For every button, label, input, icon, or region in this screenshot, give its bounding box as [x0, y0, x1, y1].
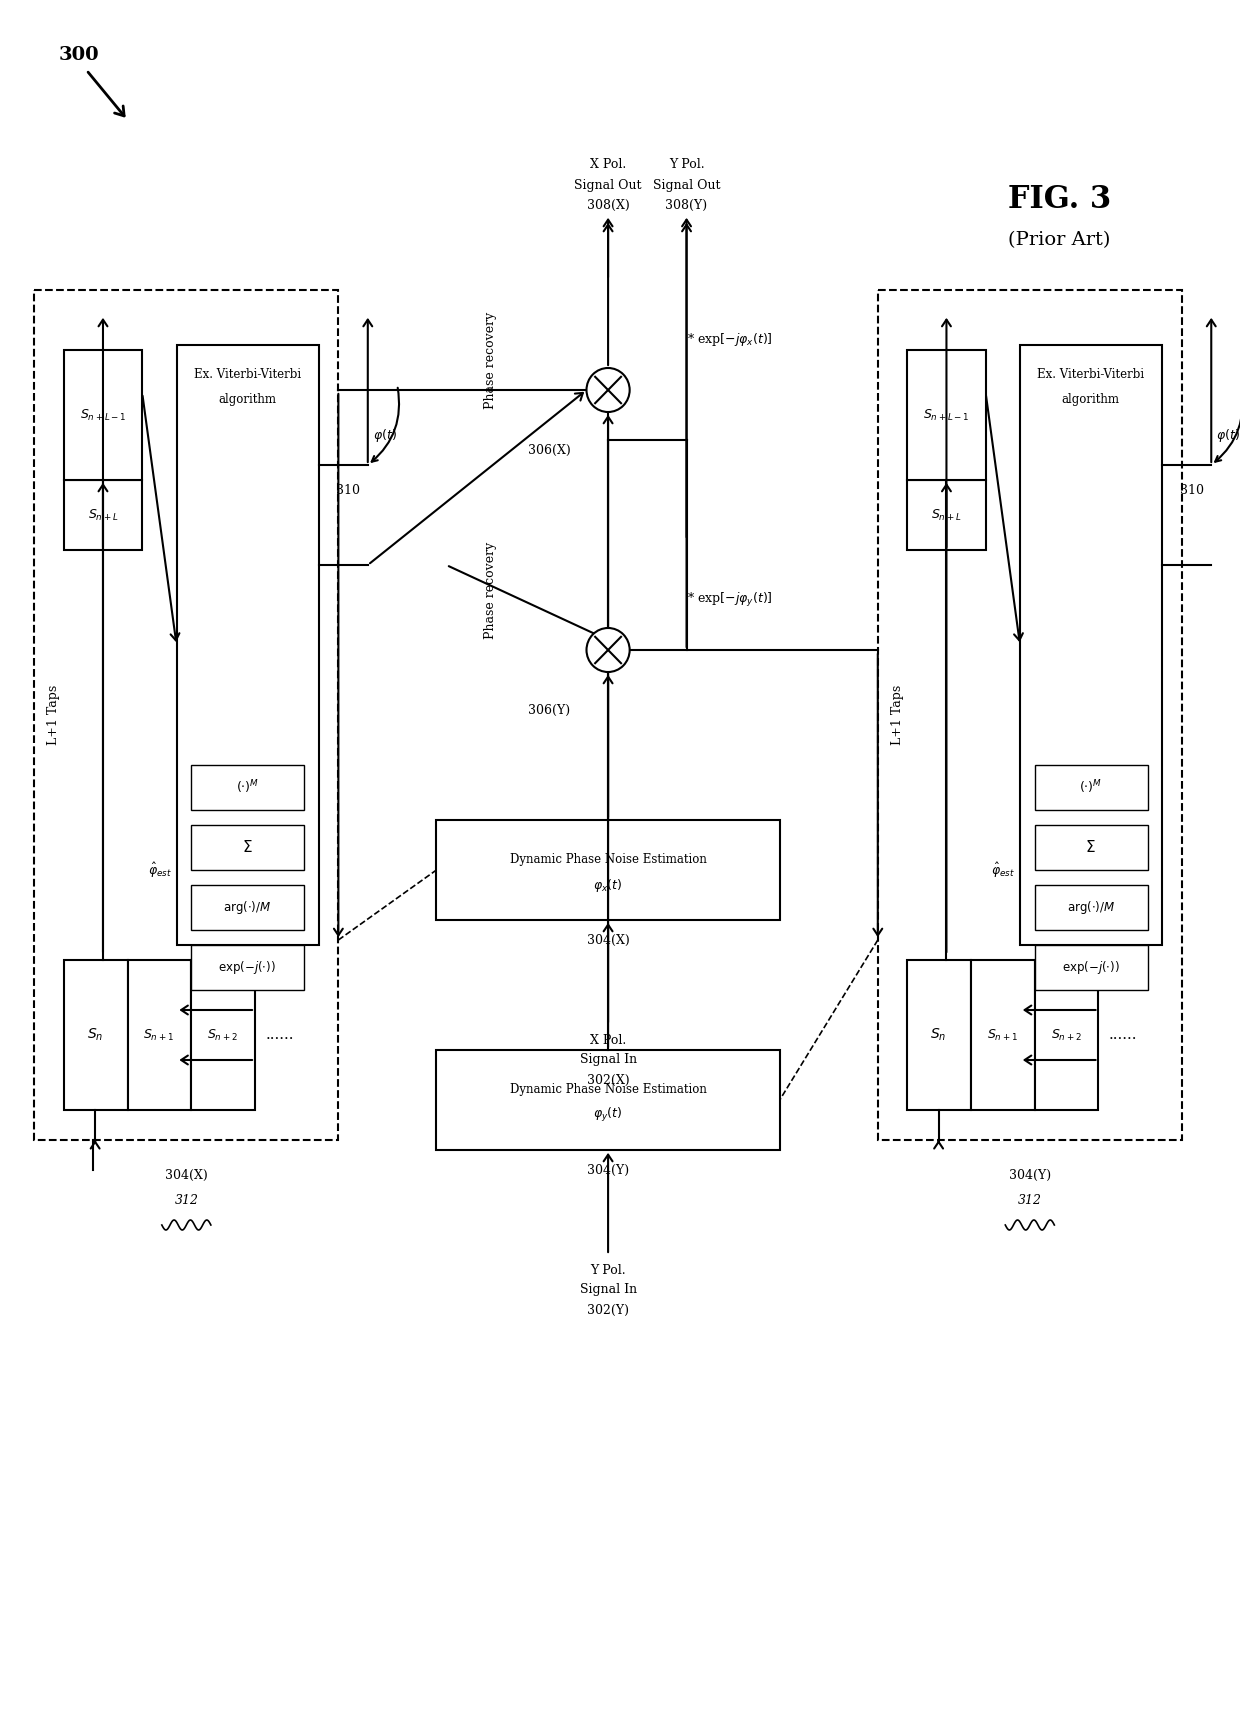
Text: 304(X): 304(X) [587, 934, 630, 947]
Bar [436, 1050, 780, 1149]
Text: $\hat{\varphi}_{est}$: $\hat{\varphi}_{est}$ [991, 860, 1016, 879]
Circle shape [587, 629, 630, 671]
Text: 304(X): 304(X) [165, 1168, 208, 1182]
Bar [128, 959, 191, 1110]
Text: 312: 312 [175, 1194, 198, 1206]
Bar [878, 289, 1182, 1139]
Text: 300: 300 [58, 46, 99, 63]
Text: Ex. Viterbi-Viterbi: Ex. Viterbi-Viterbi [193, 368, 301, 382]
Text: 308(X): 308(X) [587, 199, 630, 211]
Bar [191, 826, 304, 870]
Text: $\Sigma$: $\Sigma$ [242, 839, 253, 855]
Circle shape [587, 368, 630, 413]
Bar [63, 959, 128, 1110]
Bar [63, 349, 143, 480]
Text: (Prior Art): (Prior Art) [1008, 231, 1111, 248]
Bar [1021, 344, 1162, 946]
Text: * exp$[-j\varphi_x(t)]$: * exp$[-j\varphi_x(t)]$ [687, 332, 773, 348]
Text: $\exp(-j(\cdot))$: $\exp(-j(\cdot))$ [218, 959, 277, 975]
Text: 308(Y): 308(Y) [666, 199, 708, 211]
Text: 310: 310 [336, 483, 360, 497]
Text: $\varphi(t)$: $\varphi(t)$ [373, 427, 397, 444]
Text: L+1 Taps: L+1 Taps [890, 685, 904, 745]
Text: $S_{n+L}$: $S_{n+L}$ [88, 507, 118, 522]
Text: 310: 310 [1179, 483, 1204, 497]
Text: 312: 312 [1018, 1194, 1042, 1206]
Text: $(\cdot)^M$: $(\cdot)^M$ [236, 778, 259, 797]
Bar [1034, 826, 1147, 870]
Text: Signal Out: Signal Out [652, 178, 720, 192]
Text: L+1 Taps: L+1 Taps [47, 685, 61, 745]
Bar [971, 959, 1034, 1110]
Bar [1034, 886, 1147, 930]
Bar [191, 959, 255, 1110]
Bar [191, 946, 304, 990]
Bar [908, 480, 986, 550]
Text: ......: ...... [1109, 1028, 1137, 1042]
Text: Dynamic Phase Noise Estimation: Dynamic Phase Noise Estimation [510, 853, 707, 867]
Text: Y Pol.: Y Pol. [668, 159, 704, 171]
Text: X Pol.: X Pol. [590, 1033, 626, 1047]
Bar [1034, 766, 1147, 810]
Text: Dynamic Phase Noise Estimation: Dynamic Phase Noise Estimation [510, 1084, 707, 1096]
Bar [908, 959, 971, 1110]
Text: $\varphi_y(t)$: $\varphi_y(t)$ [594, 1107, 622, 1124]
Text: $S_n$: $S_n$ [87, 1026, 103, 1043]
Text: 302(Y): 302(Y) [587, 1304, 629, 1317]
Text: $S_{n+2}$: $S_{n+2}$ [207, 1028, 238, 1043]
Text: $\varphi_x(t)$: $\varphi_x(t)$ [594, 877, 622, 894]
Text: $S_{n+2}$: $S_{n+2}$ [1050, 1028, 1081, 1043]
Text: $S_{n+L-1}$: $S_{n+L-1}$ [923, 408, 970, 423]
Text: 302(X): 302(X) [587, 1074, 630, 1086]
Text: 306(X): 306(X) [528, 444, 570, 456]
Text: $S_{n+1}$: $S_{n+1}$ [144, 1028, 175, 1043]
Text: Ex. Viterbi-Viterbi: Ex. Viterbi-Viterbi [1037, 368, 1145, 382]
Bar [176, 344, 319, 946]
Text: $\varphi(t)$: $\varphi(t)$ [1216, 427, 1240, 444]
Bar [1034, 959, 1099, 1110]
Text: $(\cdot)^M$: $(\cdot)^M$ [1079, 778, 1102, 797]
Bar [1034, 946, 1147, 990]
Text: $S_n$: $S_n$ [930, 1026, 947, 1043]
Bar [191, 766, 304, 810]
Text: Y Pol.: Y Pol. [590, 1264, 626, 1276]
Bar [908, 349, 986, 480]
Text: 304(Y): 304(Y) [1009, 1168, 1050, 1182]
Bar [35, 289, 339, 1139]
Text: $S_{n+L}$: $S_{n+L}$ [931, 507, 962, 522]
Text: $\Sigma$: $\Sigma$ [1085, 839, 1096, 855]
Text: ......: ...... [265, 1028, 294, 1042]
Text: FIG. 3: FIG. 3 [1008, 185, 1111, 216]
Text: $\exp(-j(\cdot))$: $\exp(-j(\cdot))$ [1061, 959, 1120, 975]
Bar [63, 480, 143, 550]
Text: Phase recovery: Phase recovery [484, 541, 497, 639]
Text: $\arg(\cdot)/M$: $\arg(\cdot)/M$ [1066, 899, 1115, 915]
Text: Phase recovery: Phase recovery [484, 312, 497, 409]
Text: $S_{n+L-1}$: $S_{n+L-1}$ [79, 408, 126, 423]
Text: Signal Out: Signal Out [574, 178, 642, 192]
Text: Signal In: Signal In [579, 1283, 636, 1297]
Text: X Pol.: X Pol. [590, 159, 626, 171]
Text: Signal In: Signal In [579, 1053, 636, 1067]
Text: 306(Y): 306(Y) [528, 704, 570, 716]
Bar [436, 821, 780, 920]
Text: $\arg(\cdot)/M$: $\arg(\cdot)/M$ [223, 899, 272, 915]
Text: algorithm: algorithm [1061, 394, 1120, 406]
Text: * exp$[-j\varphi_y(t)]$: * exp$[-j\varphi_y(t)]$ [687, 591, 773, 610]
Text: $S_{n+1}$: $S_{n+1}$ [987, 1028, 1018, 1043]
Text: 304(Y): 304(Y) [587, 1163, 629, 1177]
Text: $\hat{\varphi}_{est}$: $\hat{\varphi}_{est}$ [148, 860, 171, 879]
Text: algorithm: algorithm [218, 394, 277, 406]
Bar [191, 886, 304, 930]
